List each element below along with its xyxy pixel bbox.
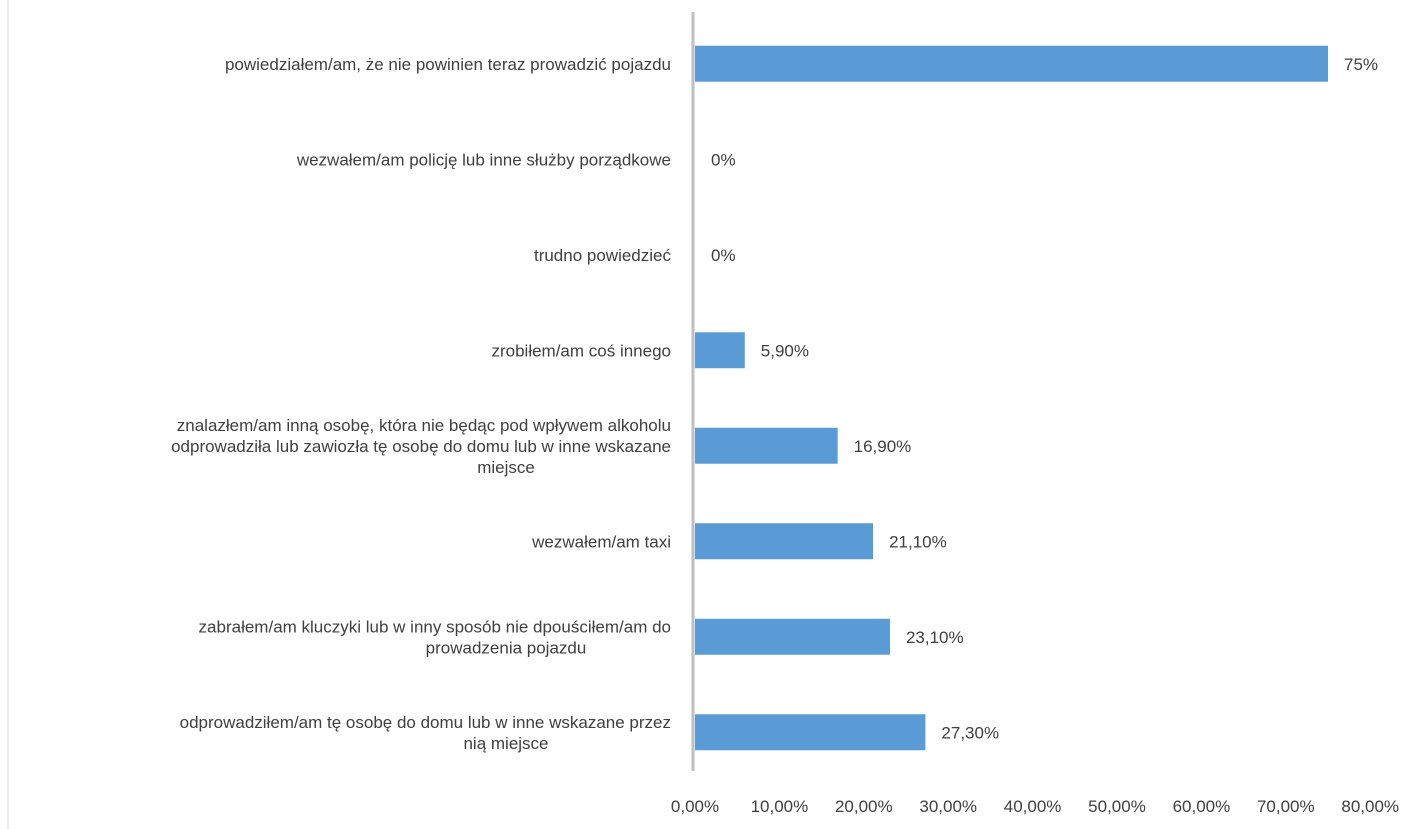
category-label: trudno powiedzieć [534, 246, 672, 265]
category-label: zrobiłem/am coś innego [491, 341, 671, 360]
category-label: wezwałem/am taxi [531, 532, 671, 551]
bar [695, 618, 890, 655]
x-tick-label: 50,00% [1088, 797, 1146, 816]
category-label: miejsce [477, 458, 535, 477]
bar [695, 427, 838, 464]
data-label: 27,30% [941, 723, 999, 742]
category-label: wezwałem/am policję lub inne służby porz… [296, 150, 671, 169]
category-label: znalazłem/am inną osobę, która nie będąc… [177, 416, 671, 435]
data-label: 0% [711, 150, 736, 169]
bar [695, 45, 1328, 82]
category-label: nią miejsce [463, 734, 548, 753]
x-tick-label: 40,00% [1004, 797, 1062, 816]
x-tick-label: 60,00% [1173, 797, 1231, 816]
bar [695, 332, 745, 369]
x-tick-label: 0,00% [671, 797, 719, 816]
data-label: 75% [1344, 55, 1378, 74]
category-label: odprowadziłem/am tę osobę do domu lub w … [180, 713, 671, 732]
x-tick-label: 70,00% [1257, 797, 1315, 816]
bar [695, 714, 926, 751]
category-label: powiedziałem/am, że nie powinien teraz p… [225, 55, 671, 74]
category-label: prowadzenia pojazdu [426, 638, 587, 657]
category-label: odprowadziła lub zawiozła tę osobę do do… [171, 437, 671, 456]
x-tick-label: 20,00% [835, 797, 893, 816]
category-label: zabrałem/am kluczyki lub w inny sposób n… [199, 617, 671, 636]
x-tick-label: 30,00% [919, 797, 977, 816]
data-label: 0% [711, 246, 736, 265]
x-tick-label: 80,00% [1341, 797, 1399, 816]
data-label: 5,90% [761, 341, 809, 360]
data-label: 21,10% [889, 532, 947, 551]
data-label: 23,10% [906, 628, 964, 647]
data-label: 16,90% [854, 437, 912, 456]
x-tick-label: 10,00% [751, 797, 809, 816]
bar [695, 523, 874, 560]
